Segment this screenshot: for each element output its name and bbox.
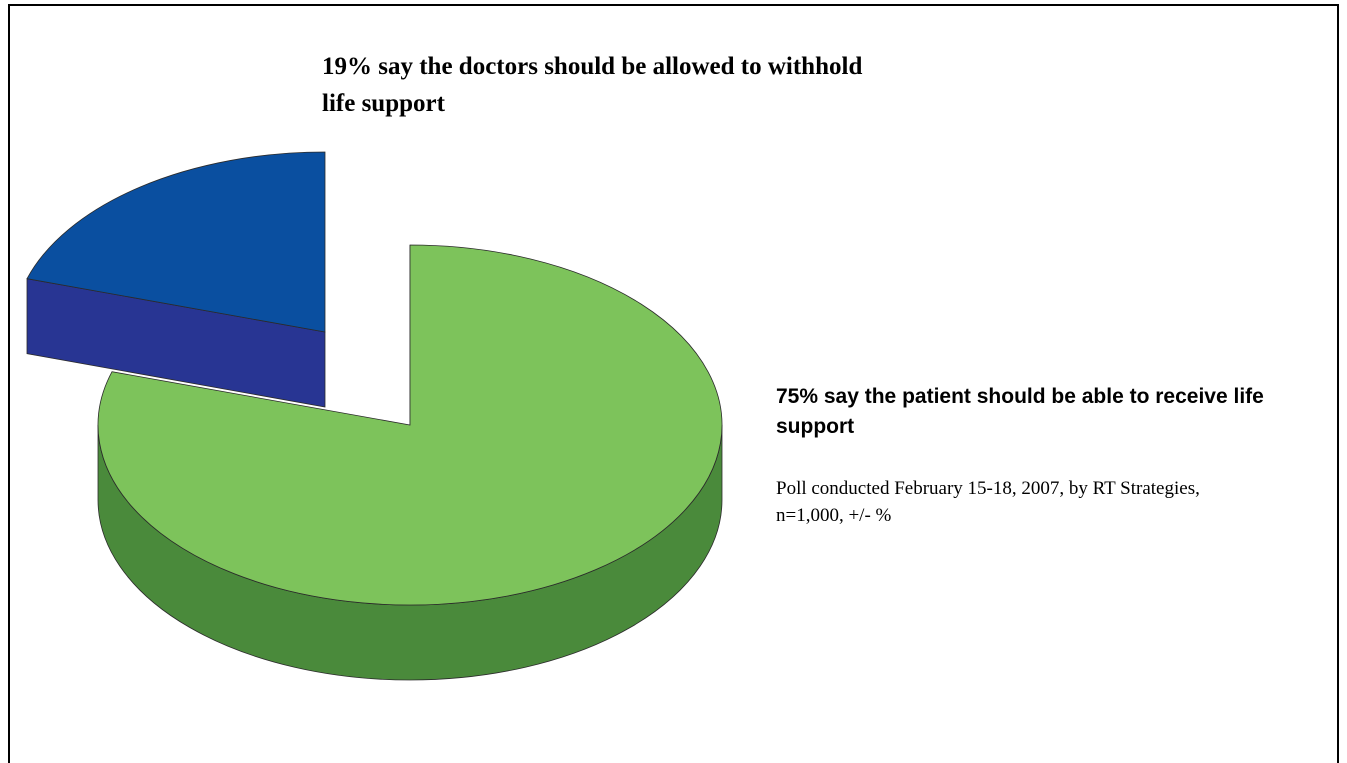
slice-label-receive: 75% say the patient should be able to re…: [776, 385, 1264, 438]
poll-note: Poll conducted February 15-18, 2007, by …: [776, 478, 1200, 526]
pie-slice-receive: [97, 244, 723, 606]
slice-label-withhold: 19% say the doctors should be allowed to…: [322, 53, 863, 117]
pie-slice-withhold: [26, 151, 326, 333]
